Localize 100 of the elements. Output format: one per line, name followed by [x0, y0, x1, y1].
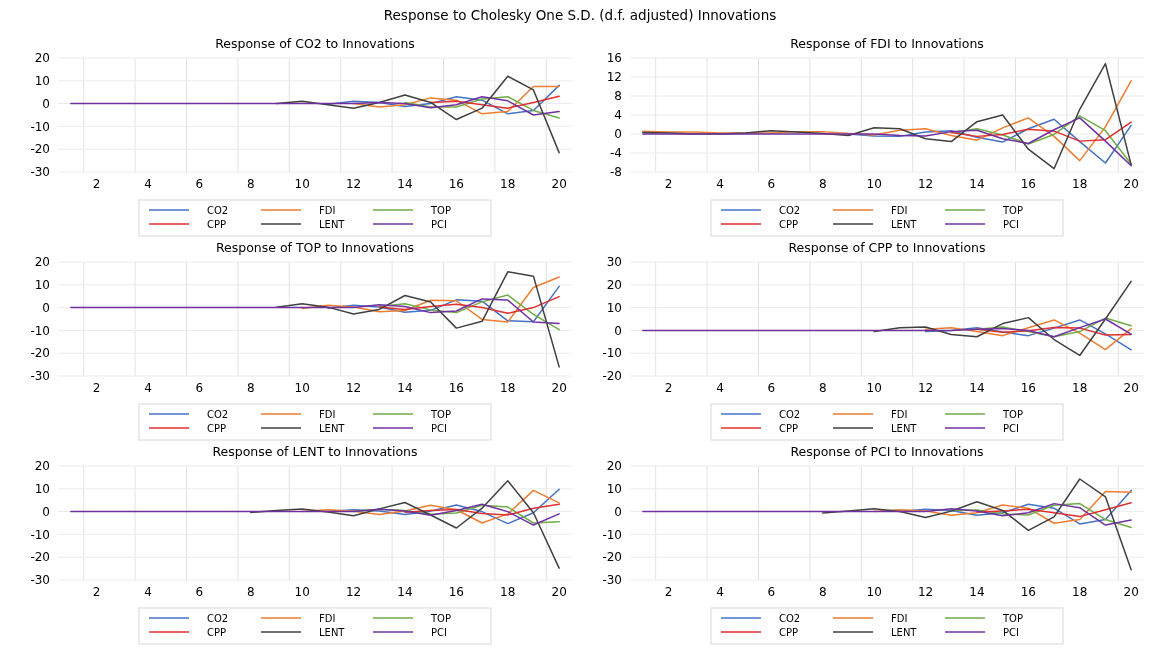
- y-tick-label: 0: [614, 504, 622, 519]
- x-tick-label: 6: [195, 585, 204, 599]
- x-tick-label: 14: [969, 381, 985, 395]
- legend-label: CO2: [779, 204, 801, 216]
- legend-label: TOP: [430, 204, 452, 216]
- y-tick-label: 8: [614, 89, 622, 104]
- x-tick-label: 4: [716, 585, 724, 599]
- chart-title: Response of CO2 to Innovations: [215, 36, 415, 51]
- y-tick-label: 16: [606, 51, 622, 66]
- legend-label: CPP: [207, 218, 227, 230]
- x-tick-label: 18: [500, 585, 516, 599]
- line-series: [873, 280, 1132, 357]
- line-series: [429, 95, 560, 109]
- y-tick-label: -4: [610, 146, 622, 161]
- y-tick-label: -20: [30, 550, 50, 565]
- y-tick-label: 10: [606, 482, 622, 496]
- x-tick-label: 8: [818, 381, 827, 395]
- y-tick-label: 10: [34, 278, 50, 292]
- legend-label: TOP: [430, 612, 452, 624]
- chart-title: Response of CPP to Innovations: [788, 240, 986, 255]
- x-tick-label: 16: [1020, 177, 1036, 191]
- x-tick-label: 4: [716, 381, 724, 395]
- y-tick-label: 20: [606, 278, 622, 292]
- chart-title: Response of TOP to Innovations: [215, 240, 415, 255]
- x-tick-label: 16: [1020, 381, 1036, 395]
- x-tick-label: 12: [345, 585, 362, 599]
- x-tick-label: 18: [500, 381, 516, 395]
- x-tick-label: 14: [969, 585, 985, 599]
- x-tick-label: 20: [551, 585, 567, 599]
- chart-title: Response of PCI to Innovations: [790, 444, 984, 459]
- x-tick-label: 2: [664, 381, 673, 395]
- line-series: [642, 80, 1132, 162]
- line-series: [70, 298, 560, 325]
- legend-label: FDI: [891, 408, 908, 420]
- line-series: [378, 294, 560, 331]
- y-tick-label: -30: [30, 165, 50, 180]
- y-tick-label: 20: [34, 51, 50, 66]
- legend-label: LENT: [891, 422, 918, 434]
- x-tick-label: 8: [246, 381, 255, 395]
- legend-label: CPP: [207, 422, 227, 434]
- x-tick-label: 4: [144, 381, 152, 395]
- y-tick-label: -20: [602, 550, 622, 565]
- x-tick-label: 4: [144, 585, 152, 599]
- legend-label: CO2: [779, 408, 801, 420]
- x-tick-label: 14: [397, 177, 413, 191]
- x-tick-label: 10: [294, 381, 310, 395]
- x-tick-label: 12: [345, 381, 362, 395]
- x-tick-label: 8: [246, 585, 255, 599]
- line-series: [327, 285, 560, 323]
- legend-label: PCI: [431, 422, 447, 434]
- legend-label: CO2: [207, 204, 229, 216]
- x-tick-label: 12: [917, 381, 934, 395]
- x-tick-label: 16: [448, 585, 464, 599]
- line-series: [404, 96, 560, 119]
- legend-label: PCI: [431, 626, 447, 638]
- y-tick-label: 20: [34, 255, 50, 270]
- legend-label: FDI: [319, 204, 336, 216]
- x-tick-label: 20: [1123, 177, 1139, 191]
- y-tick-label: 10: [34, 482, 50, 496]
- x-tick-label: 2: [92, 381, 101, 395]
- x-tick-label: 2: [92, 177, 101, 191]
- x-tick-label: 6: [195, 381, 204, 395]
- legend-label: FDI: [319, 408, 336, 420]
- y-tick-label: 0: [614, 127, 622, 142]
- line-series: [70, 503, 560, 526]
- line-series: [642, 117, 1132, 167]
- line-series: [924, 319, 1132, 351]
- legend-label: CPP: [779, 422, 799, 434]
- legend-label: LENT: [891, 218, 918, 230]
- y-tick-label: -10: [30, 119, 50, 134]
- x-tick-label: 4: [716, 177, 724, 191]
- y-tick-label: -10: [30, 527, 50, 542]
- line-series: [275, 271, 560, 368]
- x-tick-label: 2: [664, 585, 673, 599]
- x-tick-label: 16: [1020, 585, 1036, 599]
- y-tick-label: 20: [606, 459, 622, 474]
- y-tick-label: -10: [602, 527, 622, 542]
- x-tick-label: 10: [866, 585, 882, 599]
- x-tick-label: 2: [664, 177, 673, 191]
- legend-label: CPP: [207, 626, 227, 638]
- line-series: [301, 276, 560, 323]
- legend-label: CPP: [779, 218, 799, 230]
- x-tick-label: 20: [1123, 381, 1139, 395]
- y-tick-label: 4: [614, 108, 622, 123]
- x-tick-label: 14: [397, 381, 413, 395]
- y-tick-label: -30: [30, 573, 50, 588]
- x-tick-label: 18: [1072, 177, 1088, 191]
- chart-title: Response of LENT to Innovations: [212, 444, 418, 459]
- legend-label: FDI: [891, 204, 908, 216]
- y-tick-label: -30: [30, 369, 50, 384]
- y-tick-label: 0: [614, 323, 622, 338]
- y-tick-label: 0: [42, 300, 50, 315]
- x-tick-label: 10: [294, 177, 310, 191]
- y-tick-label: -20: [602, 369, 622, 384]
- legend-label: CPP: [779, 626, 799, 638]
- x-tick-label: 20: [551, 381, 567, 395]
- x-tick-label: 4: [144, 177, 152, 191]
- y-tick-label: -20: [30, 142, 50, 157]
- line-series: [950, 121, 1132, 142]
- legend-label: TOP: [1002, 408, 1024, 420]
